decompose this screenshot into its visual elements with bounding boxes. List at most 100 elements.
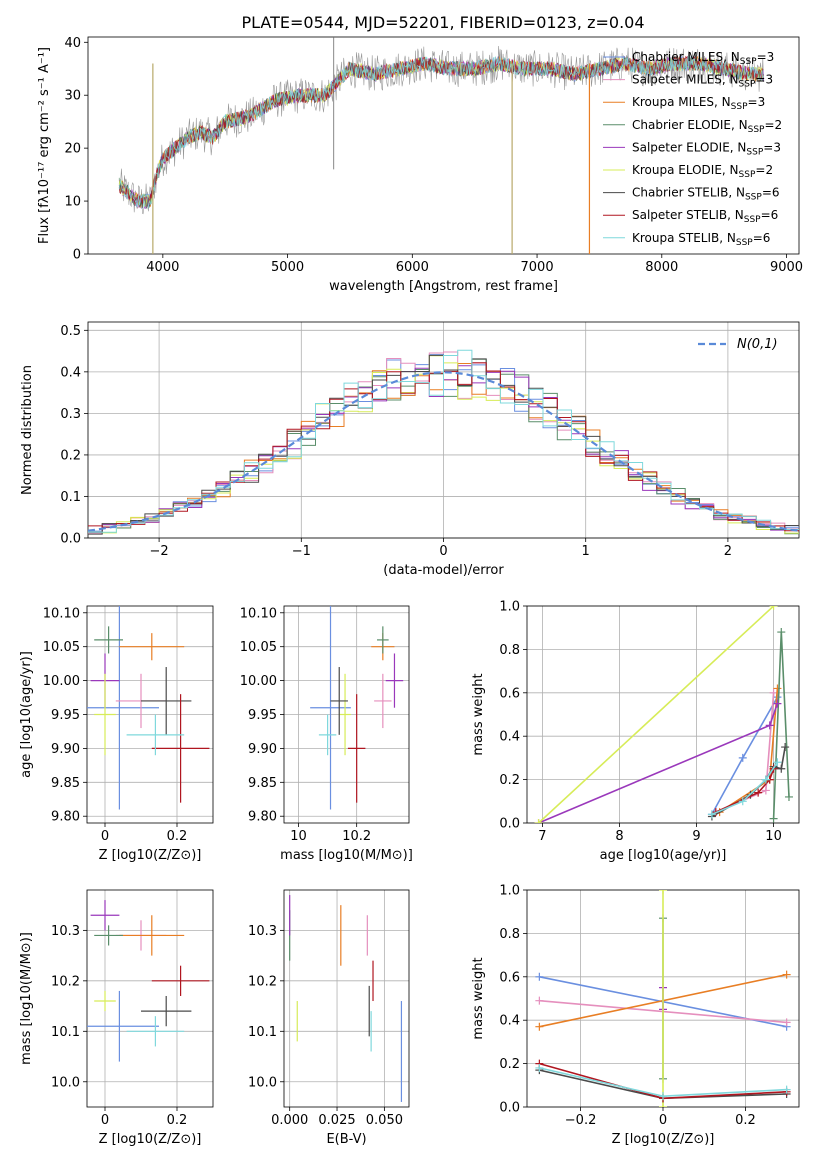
weight-marker [784, 792, 793, 801]
x-tick-label: −0.2 [565, 1113, 597, 1128]
errorbar-point [126, 1016, 185, 1047]
x-tick-label: 10 [765, 829, 782, 844]
mass_vs_ebv-xlabel: E(B-V) [326, 1132, 366, 1147]
weight-marker [535, 1063, 544, 1072]
y-tick-label: 9.95 [51, 708, 80, 723]
x-tick-label: 0 [101, 1113, 109, 1128]
y-tick-label: 0.2 [499, 773, 520, 788]
y-tick-label: 0.2 [499, 1057, 520, 1072]
mass_vs_ebv-axes: 0.000 0.025 0.050 10.0 10.1 10.2 10.3 E(B-V) [248, 889, 410, 1147]
y-tick-label: 9.85 [248, 776, 277, 791]
errorbar-point [374, 673, 392, 729]
y-tick-label: 10.05 [43, 640, 80, 655]
weight-marker [535, 972, 544, 981]
residuals-xlabel: (data-model)/error [383, 563, 504, 578]
weight-line-3 [772, 631, 790, 819]
age_vs_Z-ylabel: age [log10(age/yr)] [19, 651, 34, 778]
weight-line-8 [711, 761, 779, 816]
weight-marker [738, 797, 747, 806]
residuals-legend: N(0,1) [698, 337, 778, 352]
normal-curve [88, 371, 799, 532]
y-tick-label: 10.1 [248, 1025, 277, 1040]
massweight_vs_Z-lines [535, 890, 791, 1107]
weight-marker [534, 819, 543, 823]
y-tick-label: 9.85 [51, 776, 80, 791]
weight-marker [707, 810, 716, 819]
y-tick-label: 40 [64, 36, 81, 51]
y-tick-label: 0.8 [499, 643, 520, 658]
errorbar-point [94, 990, 116, 1012]
errorbar-point [87, 606, 159, 810]
errorbar-point [151, 965, 210, 996]
y-tick-label: 9.90 [51, 742, 80, 757]
weight-marker [769, 814, 778, 823]
x-tick-label: 7000 [521, 260, 554, 275]
age_vs_mass-axes: 10 10.2 9.80 9.85 9.90 9.95 10.00 10.05 10.10 mas… [240, 605, 413, 863]
massweight_vs_age-xlabel: age [log10(age/yr)] [600, 848, 727, 863]
x-tick-label: 9000 [770, 260, 803, 275]
weight-marker [782, 970, 791, 979]
weight-marker [782, 1085, 791, 1094]
spectrum-lines [118, 37, 764, 254]
weight-marker [781, 743, 790, 752]
massweight_vs_age-frame [526, 605, 800, 824]
legend-label: Chabrier MILES, NSSP=3 [632, 50, 774, 67]
massweight_vs_age-lines [534, 606, 793, 823]
legend-label: Salpeter STELIB, NSSP=6 [632, 208, 778, 225]
errorbar-point [141, 995, 192, 1027]
legend-label: Kroupa ELODIE, NSSP=2 [632, 163, 773, 180]
x-tick-label: 4000 [146, 260, 179, 275]
y-tick-label: 0.4 [60, 365, 81, 380]
y-tick-label: 10.00 [240, 674, 277, 689]
y-tick-label: 10 [64, 195, 81, 210]
weight-line-5 [538, 606, 775, 823]
mass_vs_Z-axes: 0 0.2 10.0 10.1 10.2 10.3 Z [log10(Z/Z⊙)] mass … [19, 889, 214, 1147]
spectrum-legend: Chabrier MILES, NSSP=3 Salpeter MILES, NS… [603, 50, 782, 248]
errorbar-point [87, 990, 159, 1062]
y-tick-label: 0.6 [499, 686, 520, 701]
weight-marker [782, 1018, 791, 1027]
weight-marker [777, 764, 786, 773]
y-tick-label: 0.2 [60, 448, 81, 463]
spectrum-axes: 4000 5000 6000 7000 8000 9000 0 10 20 30 40 wavelen… [37, 36, 803, 294]
errorbar-point [310, 606, 351, 810]
x-tick-label: 6000 [396, 260, 429, 275]
y-tick-label: 1.0 [499, 884, 520, 899]
y-tick-label: 9.90 [248, 742, 277, 757]
weight-marker [761, 786, 770, 795]
weight-line-1 [715, 692, 775, 813]
weight-marker [738, 753, 747, 762]
y-tick-label: 0.4 [499, 730, 520, 745]
weight-marker [773, 758, 782, 767]
mass_vs_ebv-frame [283, 889, 410, 1108]
y-tick-label: 9.80 [248, 810, 277, 825]
massweight_vs_age-ylabel: mass weight [471, 673, 486, 755]
weight-marker [659, 1103, 667, 1107]
spectrum-ylabel: Flux [fλ10⁻¹⁷ erg cm⁻² s⁻¹ A⁻¹] [37, 47, 52, 244]
residuals-ylabel: Normed distribution [20, 365, 35, 495]
x-tick-label: 10.2 [342, 829, 371, 844]
plots: 4000 5000 6000 7000 8000 9000010203040wavelen… [19, 36, 803, 1147]
y-tick-label: 10.2 [51, 974, 80, 989]
weight-marker [769, 606, 778, 610]
massweight_vs_age-axes: 7 8 9 10 0.0 0.2 0.4 0.6 0.8 1.0 age [log10(age/yr… [471, 600, 800, 863]
x-tick-label: 0 [101, 829, 109, 844]
y-tick-label: 0.8 [499, 927, 520, 942]
y-tick-label: 0.3 [60, 407, 81, 422]
errorbar-point [347, 694, 366, 803]
weight-marker [535, 996, 544, 1005]
errorbar-point [94, 626, 123, 654]
weight-marker [659, 890, 667, 894]
x-tick-label: 0 [439, 544, 447, 559]
massweight_vs_Z-axes: −0.2 0 0.2 0.0 0.2 0.4 0.6 0.8 1.0 Z [log10(Z/Z⊙)… [471, 884, 800, 1147]
errorbar-point [94, 925, 123, 946]
errorbar-point [141, 667, 192, 735]
x-tick-label: 0.2 [167, 1113, 188, 1128]
y-tick-label: 0.1 [60, 490, 81, 505]
legend-label: Chabrier ELODIE, NSSP=2 [632, 118, 782, 135]
x-tick-label: 0.025 [318, 1113, 355, 1128]
legend-label: Kroupa STELIB, NSSP=6 [632, 231, 770, 248]
age_vs_mass-points [310, 606, 404, 810]
y-tick-label: 0.4 [499, 1014, 520, 1029]
